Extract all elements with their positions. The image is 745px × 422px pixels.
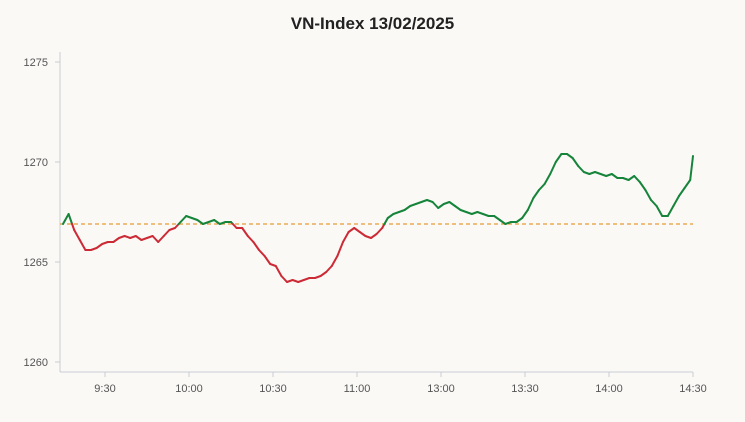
series-segment [319,271,328,277]
series-segment [627,175,636,181]
series-segment [358,231,367,237]
series-segment [577,165,585,173]
series-segment [112,237,120,243]
series-segment [370,233,378,239]
series-segment [610,173,619,179]
series-segment [330,255,339,267]
series-segment [571,157,580,167]
y-tick-label: 1265 [24,257,48,269]
series-segment [336,241,344,257]
x-tick-label: 10:30 [259,383,287,395]
series-segment [347,227,356,233]
series-segment [666,205,675,217]
series-segment [157,235,165,243]
series-segment [448,201,456,207]
series-segment [353,227,361,233]
y-tick-label: 1275 [24,57,48,69]
series-segment [274,265,283,277]
series-segment [73,229,81,241]
series-segment [689,155,694,181]
series-segment [644,189,652,201]
series-segment [549,161,557,175]
series-segment [151,235,160,243]
x-tick-label: 14:30 [679,383,707,395]
series-segment [431,201,440,209]
series-segment [95,243,104,249]
x-tick-label: 10:00 [175,383,203,395]
series-segment [498,219,507,225]
series-segment [650,199,658,207]
x-tick-label: 11:00 [344,383,371,395]
series-segment [78,239,87,251]
series-segment [258,249,266,257]
series-segment [538,183,546,191]
series-segment [383,217,389,225]
series-segment [493,215,501,221]
series-segment [683,179,692,189]
series-segment [386,213,395,219]
series-segment [526,197,535,211]
series-segment [521,209,529,219]
series-segment [515,217,524,223]
series-segment [437,203,445,209]
series-segment [566,153,574,159]
series-segment [678,187,686,197]
series-segment [67,213,74,225]
series-segment [532,189,540,199]
y-tick-label: 1260 [24,357,48,369]
x-tick-label: 13:30 [511,383,539,395]
series-segment [62,213,70,225]
y-tick-label: 1270 [24,157,48,169]
series-segment [71,223,76,231]
series-segment [179,215,188,223]
series-segment [655,205,664,217]
series-segment [454,205,462,211]
series-segment [633,175,641,183]
series-segment [280,275,288,283]
series-segment [554,153,563,163]
series-segment [325,265,333,273]
series-segment [375,227,384,235]
x-tick-label: 9:30 [94,383,115,395]
series-segment [134,235,143,241]
series-segment [246,235,255,243]
series-segment [252,241,260,251]
series-segment [196,219,204,225]
series-segment [543,173,552,185]
series-segment [213,219,221,225]
series-segment [162,229,171,237]
series-segment [263,255,272,265]
series-segment [638,181,647,191]
series-segment [672,195,680,207]
x-tick-label: 13:00 [427,383,455,395]
x-tick-label: 14:00 [595,383,623,395]
series-segment [403,205,412,211]
series-segment [342,231,350,243]
series-segment [241,227,249,237]
chart-title: VN-Index 13/02/2025 [290,14,455,33]
